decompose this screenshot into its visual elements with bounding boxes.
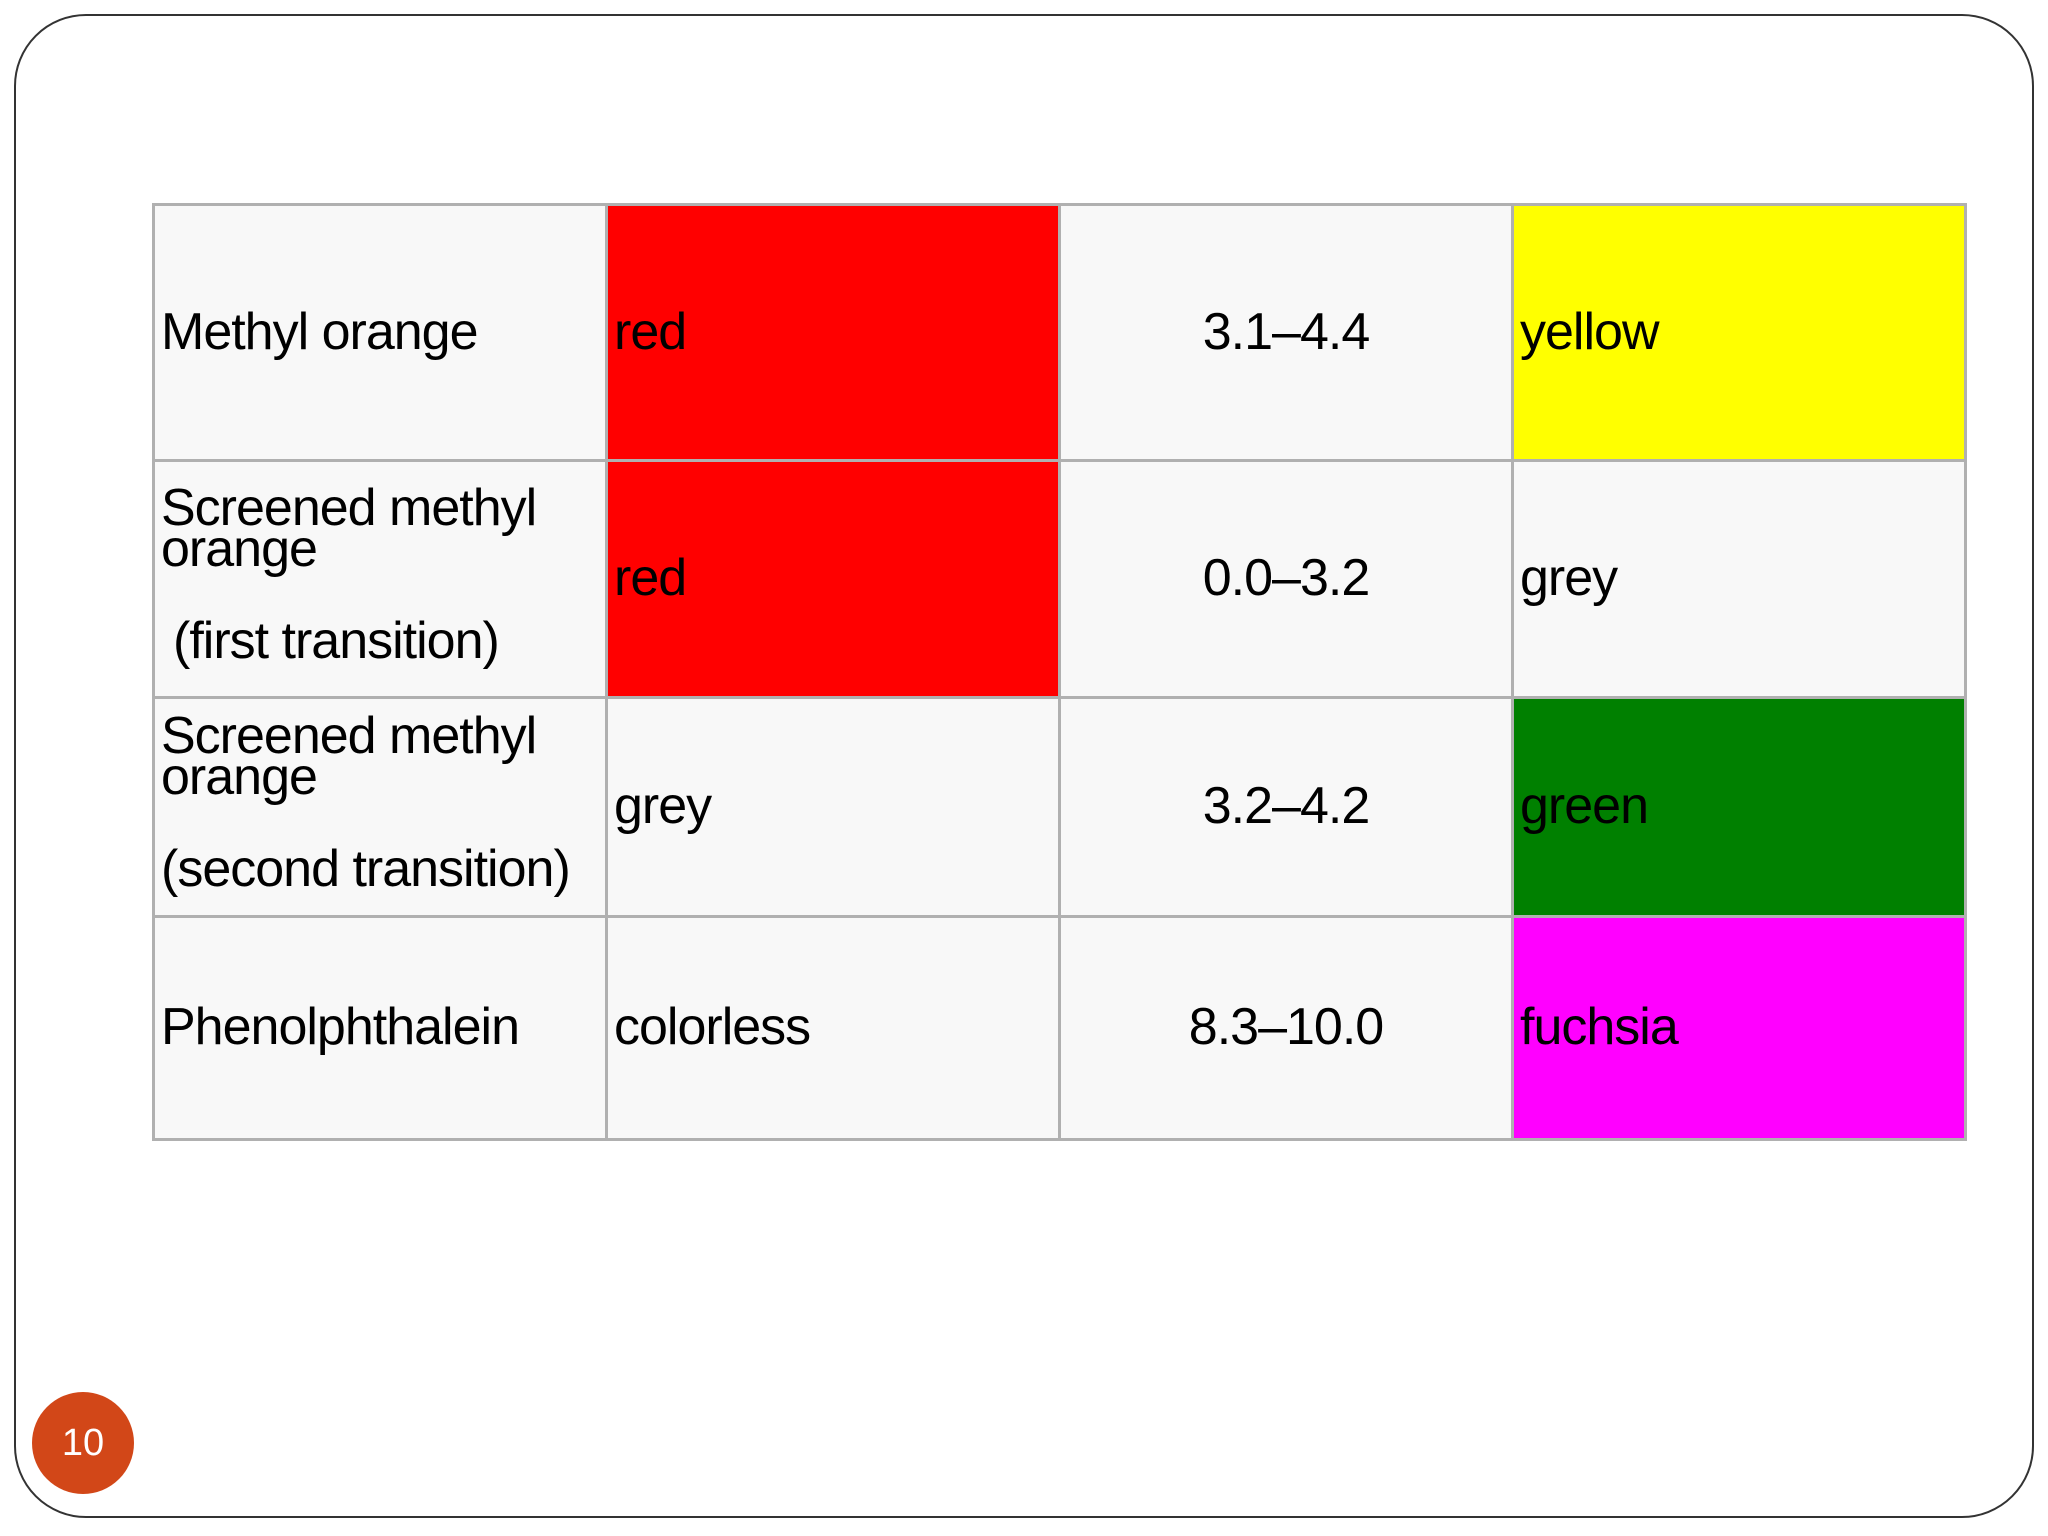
indicator-name-cell: Phenolphthalein [152,915,608,1141]
indicator-table: Methyl orange red 3.1–4.4 yellow Screene… [152,203,1967,1141]
indicator-name: Phenolphthalein [161,998,520,1057]
indicator-name-line: orange [161,520,318,579]
low-ph-color-cell: red [605,203,1061,462]
high-ph-color-label: fuchsia [1520,998,1679,1057]
high-ph-color-cell: grey [1511,459,1967,699]
transition-range-cell: 0.0–3.2 [1058,459,1514,699]
indicator-name-note: (second transition) [161,840,571,898]
indicator-name-cell: Screened methyl orange (second transitio… [152,696,608,918]
indicator-name-note: (first transition) [173,612,500,670]
indicator-name-line: Screened methyl [161,478,537,537]
table-row: Methyl orange red 3.1–4.4 yellow [152,203,1967,462]
page-number: 10 [61,1421,105,1464]
transition-range: 8.3–10.0 [1188,998,1384,1057]
table-row: Screened methyl orange (first transition… [152,459,1967,699]
indicator-name-line: Screened methyl [161,706,537,765]
transition-range: 3.1–4.4 [1202,302,1370,361]
high-ph-color-label: yellow [1520,302,1659,361]
low-ph-color-cell: red [605,459,1061,699]
high-ph-color-label: grey [1520,549,1618,608]
indicator-name-line: orange [161,748,318,807]
high-ph-color-cell: yellow [1511,203,1967,462]
indicator-name-cell: Methyl orange [152,203,608,462]
transition-range-cell: 3.2–4.2 [1058,696,1514,918]
transition-range-cell: 8.3–10.0 [1058,915,1514,1141]
page-number-badge: 10 [32,1392,134,1494]
low-ph-color-cell: grey [605,696,1061,918]
transition-range-cell: 3.1–4.4 [1058,203,1514,462]
low-ph-color-label: grey [614,777,712,836]
table-row: Screened methyl orange (second transitio… [152,696,1967,918]
high-ph-color-cell: fuchsia [1511,915,1967,1141]
transition-range: 3.2–4.2 [1202,777,1370,836]
indicator-name-cell: Screened methyl orange (first transition… [152,459,608,699]
low-ph-color-label: colorless [614,998,811,1057]
low-ph-color-label: red [614,549,687,608]
low-ph-color-cell: colorless [605,915,1061,1141]
transition-range: 0.0–3.2 [1202,549,1370,608]
high-ph-color-cell: green [1511,696,1967,918]
table-row: Phenolphthalein colorless 8.3–10.0 fuchs… [152,915,1967,1141]
indicator-name: Methyl orange [161,302,479,361]
low-ph-color-label: red [614,302,687,361]
high-ph-color-label: green [1520,777,1649,836]
slide-frame: Methyl orange red 3.1–4.4 yellow Screene… [14,14,2034,1518]
